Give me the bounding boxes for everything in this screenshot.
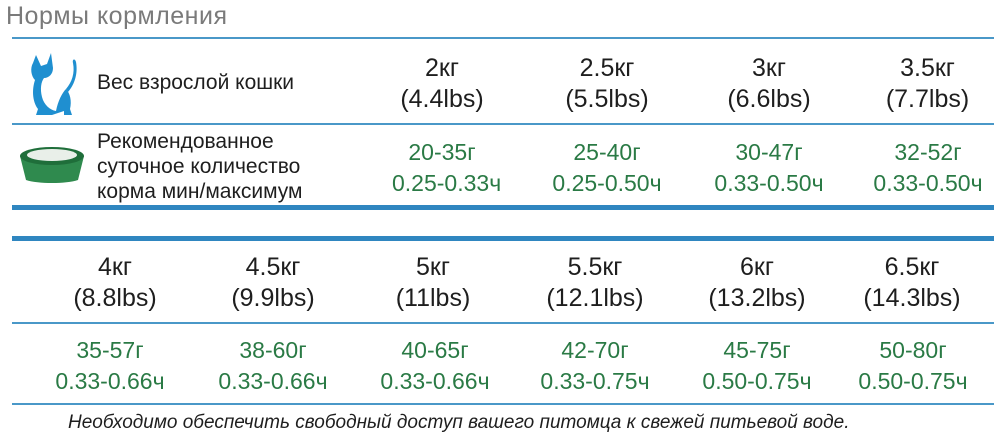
- food-cups: 0.33-0.66ч: [218, 368, 328, 394]
- food-cups: 0.50-0.75ч: [702, 368, 812, 394]
- weight-kg: 6кг: [740, 253, 774, 281]
- food-grams: 45-75г: [723, 337, 791, 363]
- weight-cell: 6.5кг (14.3lbs): [852, 252, 972, 314]
- weight-cell: 3.5кг (7.7lbs): [870, 53, 985, 115]
- weight-lbs: (13.2lbs): [708, 284, 806, 312]
- divider: [12, 205, 994, 210]
- weight-lbs: (7.7lbs): [885, 85, 970, 113]
- food-grams: 40-65г: [401, 337, 469, 363]
- weight-kg: 2.5кг: [579, 54, 635, 82]
- food-amount-cell: 45-75г 0.50-0.75ч: [692, 335, 822, 397]
- food-amount-cell: 40-65г 0.33-0.66ч: [370, 335, 500, 397]
- weight-kg: 5кг: [416, 253, 450, 281]
- weight-kg: 2кг: [425, 54, 459, 82]
- weight-lbs: (12.1lbs): [546, 284, 644, 312]
- weight-cell: 5.5кг (12.1lbs): [535, 252, 655, 314]
- weight-lbs: (9.9lbs): [231, 284, 315, 312]
- weight-kg: 6.5кг: [884, 253, 940, 281]
- food-cups: 0.33-0.75ч: [540, 368, 650, 394]
- food-amount-cell: 42-70г 0.33-0.75ч: [530, 335, 660, 397]
- weight-kg: 3.5кг: [900, 54, 955, 82]
- divider: [12, 236, 994, 241]
- food-grams: 25-40г: [573, 139, 641, 165]
- weight-lbs: (14.3lbs): [863, 284, 961, 312]
- weight-cell: 2кг (4.4lbs): [392, 53, 492, 115]
- weight-cell: 5кг (11lbs): [378, 252, 488, 314]
- cat-icon: [31, 53, 77, 115]
- food-grams: 42-70г: [561, 337, 629, 363]
- adult-cat-weight-label: Вес взрослой кошки: [97, 71, 295, 94]
- page-title: Нормы кормления: [6, 2, 228, 30]
- weight-lbs: (11lbs): [395, 284, 471, 312]
- food-grams: 50-80г: [879, 337, 947, 363]
- weight-lbs: (8.8lbs): [73, 284, 157, 312]
- food-bowl-icon: [20, 147, 84, 183]
- weight-lbs: (4.4lbs): [400, 85, 484, 113]
- food-cups: 0.33-0.50ч: [873, 170, 983, 196]
- food-cups: 0.25-0.50ч: [552, 170, 662, 196]
- weight-kg: 4.5кг: [245, 253, 301, 281]
- food-grams: 20-35г: [408, 139, 476, 165]
- food-grams: 32-52г: [894, 139, 962, 165]
- weight-lbs: (6.6lbs): [727, 85, 811, 113]
- divider: [12, 403, 994, 405]
- food-cups: 0.25-0.33ч: [392, 170, 502, 196]
- food-amount-cell: 20-35г 0.25-0.33ч: [392, 137, 502, 199]
- water-access-note: Необходимо обеспечить свободный доступ в…: [68, 412, 850, 433]
- food-amount-cell: 50-80г 0.50-0.75ч: [848, 335, 978, 397]
- weight-kg: 5.5кг: [567, 253, 623, 281]
- food-grams: 38-60г: [239, 337, 307, 363]
- food-amount-cell: 32-52г 0.33-0.50ч: [867, 137, 989, 199]
- food-amount-cell: 38-60г 0.33-0.66ч: [208, 335, 338, 397]
- weight-kg: 4кг: [98, 253, 132, 281]
- food-grams: 35-57г: [76, 337, 144, 363]
- recommended-daily-amount-label: Рекомендованное суточное количество корм…: [97, 130, 303, 203]
- divider: [12, 37, 994, 39]
- divider: [12, 123, 994, 125]
- weight-cell: 4кг (8.8lbs): [60, 252, 170, 314]
- divider: [12, 322, 994, 324]
- food-cups: 0.33-0.66ч: [55, 368, 165, 394]
- food-cups: 0.50-0.75ч: [858, 368, 968, 394]
- weight-kg: 3кг: [752, 54, 786, 82]
- food-cups: 0.33-0.66ч: [380, 368, 490, 394]
- food-grams: 30-47г: [735, 139, 803, 165]
- food-amount-cell: 25-40г 0.25-0.50ч: [547, 137, 667, 199]
- food-amount-cell: 35-57г 0.33-0.66ч: [45, 335, 175, 397]
- weight-cell: 6кг (13.2lbs): [697, 252, 817, 314]
- weight-cell: 3кг (6.6lbs): [714, 53, 824, 115]
- weight-cell: 2.5кг (5.5lbs): [552, 53, 662, 115]
- weight-cell: 4.5кг (9.9lbs): [218, 252, 328, 314]
- food-cups: 0.33-0.50ч: [714, 170, 824, 196]
- food-amount-cell: 30-47г 0.33-0.50ч: [709, 137, 829, 199]
- weight-lbs: (5.5lbs): [565, 85, 649, 113]
